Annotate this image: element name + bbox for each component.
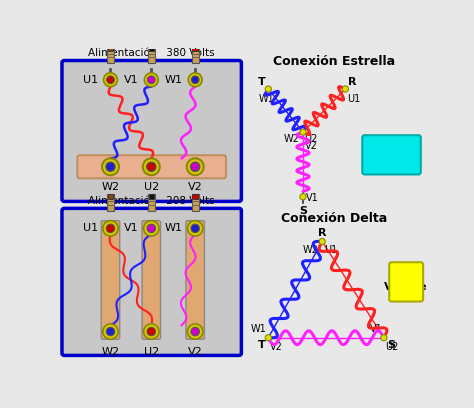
FancyBboxPatch shape: [101, 221, 120, 339]
Circle shape: [145, 73, 158, 86]
Circle shape: [106, 327, 115, 336]
Circle shape: [143, 158, 160, 175]
Text: R: R: [318, 228, 327, 237]
Text: U2: U2: [144, 347, 159, 357]
Circle shape: [191, 224, 200, 233]
Text: V1: V1: [124, 223, 139, 233]
Text: W2: W2: [284, 134, 300, 144]
FancyBboxPatch shape: [62, 60, 241, 202]
Circle shape: [188, 324, 203, 339]
Text: U2: U2: [304, 134, 318, 144]
Circle shape: [191, 327, 200, 336]
Text: W2: W2: [101, 347, 119, 357]
Text: U1: U1: [324, 245, 337, 255]
Circle shape: [147, 327, 155, 336]
Text: W1: W1: [259, 94, 274, 104]
Circle shape: [300, 194, 306, 200]
FancyBboxPatch shape: [389, 262, 423, 302]
Text: V2: V2: [304, 141, 318, 151]
Text: U2: U2: [144, 182, 159, 192]
FancyBboxPatch shape: [77, 155, 226, 178]
Circle shape: [191, 162, 200, 171]
Text: V1: V1: [370, 324, 383, 334]
Circle shape: [319, 238, 325, 244]
Circle shape: [147, 224, 155, 233]
Text: U1: U1: [83, 75, 98, 85]
Bar: [191, 194, 199, 211]
Circle shape: [106, 162, 115, 171]
Bar: [149, 46, 154, 51]
Bar: [108, 194, 113, 199]
Text: S: S: [387, 340, 395, 350]
Text: T: T: [257, 340, 265, 350]
Circle shape: [265, 335, 272, 341]
Text: V1: V1: [306, 193, 319, 203]
Text: W1: W1: [165, 75, 183, 85]
Bar: [148, 194, 155, 211]
FancyBboxPatch shape: [362, 135, 421, 175]
Text: V1: V1: [124, 75, 139, 85]
Text: T: T: [257, 77, 265, 86]
Text: W2: W2: [302, 245, 319, 255]
Text: V2: V2: [270, 341, 283, 352]
Bar: [107, 46, 114, 63]
Circle shape: [146, 162, 156, 171]
Circle shape: [103, 73, 118, 86]
Circle shape: [103, 221, 118, 236]
Bar: [192, 194, 198, 199]
Text: Alto
Voltaje: Alto Voltaje: [367, 140, 416, 169]
Bar: [191, 46, 199, 63]
Circle shape: [342, 86, 348, 92]
Circle shape: [102, 158, 119, 175]
Bar: [108, 46, 113, 51]
Text: U1: U1: [347, 94, 360, 104]
Bar: [149, 194, 154, 199]
Text: Conexión Estrella: Conexión Estrella: [273, 55, 396, 68]
Bar: [192, 46, 198, 51]
Text: W1: W1: [165, 223, 183, 233]
Text: W2: W2: [101, 182, 119, 192]
Circle shape: [103, 324, 118, 339]
Text: W1: W1: [251, 324, 267, 334]
Text: U2: U2: [385, 341, 399, 352]
Text: V2: V2: [188, 347, 202, 357]
Text: V2: V2: [188, 182, 202, 192]
Circle shape: [187, 158, 204, 175]
Circle shape: [144, 221, 159, 236]
Text: S: S: [299, 206, 307, 216]
Text: U1: U1: [83, 223, 98, 233]
Circle shape: [300, 129, 306, 135]
FancyBboxPatch shape: [186, 221, 204, 339]
Bar: [148, 46, 155, 63]
Circle shape: [106, 224, 115, 233]
FancyBboxPatch shape: [62, 208, 241, 355]
Text: Alimentación   380 Volts: Alimentación 380 Volts: [88, 48, 215, 58]
Circle shape: [265, 86, 272, 92]
Circle shape: [188, 221, 203, 236]
Text: R: R: [348, 77, 357, 86]
Circle shape: [191, 76, 199, 84]
Text: Alimentación   208 Volts: Alimentación 208 Volts: [88, 196, 215, 206]
FancyBboxPatch shape: [142, 221, 161, 339]
Circle shape: [381, 335, 387, 341]
Text: Conexión Delta: Conexión Delta: [282, 212, 388, 225]
Circle shape: [107, 76, 114, 84]
Text: Bajo
Voltaje: Bajo Voltaje: [384, 271, 428, 292]
Circle shape: [144, 324, 159, 339]
Circle shape: [147, 76, 155, 84]
Circle shape: [188, 73, 202, 86]
Bar: [107, 194, 114, 211]
